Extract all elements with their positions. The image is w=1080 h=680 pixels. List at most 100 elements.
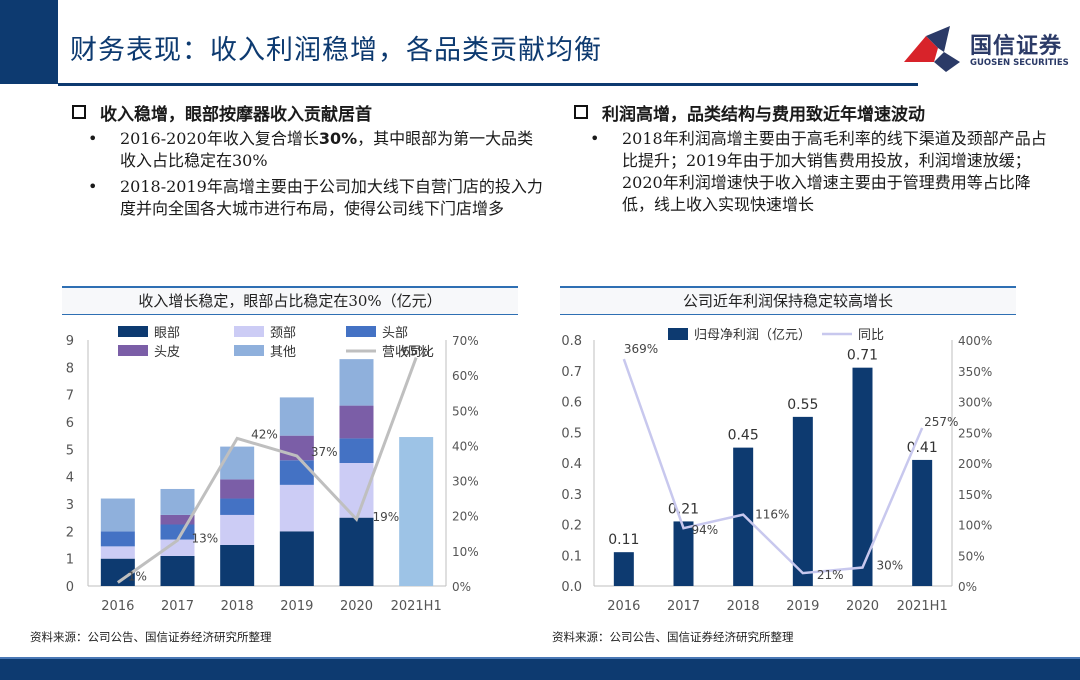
x-tick-label: 2019: [786, 599, 819, 614]
y-tick-label: 3: [66, 498, 74, 513]
header-underline: [58, 83, 918, 86]
right-heading: 利润高增，品类结构与费用致近年增速波动: [570, 98, 1050, 126]
growth-data-label: 257%: [924, 415, 958, 429]
page-header: 财务表现：收入利润稳增，各品类贡献均衡 国信证券 GUOSEN SECURITI…: [0, 0, 1080, 88]
revenue-chart: 0 1 2 3 4 5 6 7 8 9 0% 10% 20% 30% 40% 50% 60% 70% 2016 201…: [66, 326, 479, 614]
bar-segment: [160, 488, 195, 515]
legend-swatch: [118, 326, 148, 337]
bar: [733, 447, 754, 586]
bar-segment: [279, 484, 314, 532]
x-tick-label: 2016: [101, 599, 134, 614]
y-tick-label: 0.8: [561, 334, 582, 349]
y-tick-label: 2: [66, 525, 74, 540]
bar-segment: [339, 438, 374, 463]
y-tick-label: 0: [66, 580, 74, 595]
logo-name: 国信证券: [970, 34, 1063, 59]
y2-tick-label: 30%: [452, 475, 479, 489]
bar-segment: [160, 514, 195, 525]
logo-mark-icon: [904, 26, 960, 72]
bar-segment: [339, 405, 374, 439]
x-tick-label: 2019: [280, 599, 313, 614]
bar-segment: [220, 498, 255, 515]
y-tick-label: 0.0: [561, 580, 582, 595]
y2-tick-label: 50%: [452, 404, 479, 418]
x-tick-label: 2017: [667, 599, 700, 614]
growth-line: [622, 358, 924, 575]
y-tick-label: 0.5: [561, 426, 582, 441]
y2-tick-label: 250%: [958, 426, 992, 440]
bar-segment: [100, 546, 135, 559]
bar-segment: [220, 545, 255, 586]
y2-tick-label: 0%: [452, 580, 471, 594]
y-tick-label: 0.7: [561, 365, 582, 380]
legend-swatch: [234, 326, 264, 337]
y2-tick-label: 300%: [958, 396, 992, 410]
y-tick-label: 0.1: [561, 549, 582, 564]
left-text-section: 收入稳增，眼部按摩器收入贡献居首 • 2016-2020年收入复合增长30%，其…: [68, 98, 548, 224]
right-text-section: 利润高增，品类结构与费用致近年增速波动 • 2018年利润高增主要由于高毛利率的…: [570, 98, 1050, 220]
legend-swatch: [668, 328, 688, 340]
growth-data-label: 21%: [817, 568, 844, 582]
legend-label: 其他: [270, 345, 296, 360]
company-logo: 国信证券 GUOSEN SECURITIES: [900, 22, 1070, 78]
y2-tick-label: 40%: [452, 439, 479, 453]
source-note-left: 资料来源：公司公告、国信证券经济研究所整理: [30, 630, 272, 644]
header-accent-bar: [0, 0, 58, 84]
y2-tick-label: 60%: [452, 369, 479, 383]
growth-data-label: 30%: [877, 559, 904, 573]
y-tick-label: 0.4: [561, 457, 582, 472]
left-heading: 收入稳增，眼部按摩器收入贡献居首: [68, 98, 548, 126]
legend-label: 同比: [858, 328, 884, 343]
bullet-icon: •: [88, 177, 98, 196]
bar-segment: [279, 397, 314, 436]
footer-accent-line: [0, 657, 1080, 659]
y2-tick-label: 200%: [958, 457, 992, 471]
footer-bar: [0, 657, 1080, 680]
left-heading-text: 收入稳增，眼部按摩器收入贡献居首: [100, 104, 372, 125]
y2-tick-label: 350%: [958, 365, 992, 379]
bar: [673, 521, 694, 586]
legend-swatch: [234, 345, 264, 356]
y-tick-label: 1: [66, 553, 74, 568]
y2-tick-label: 400%: [958, 334, 992, 348]
checkbox-square-icon: [72, 105, 86, 119]
list-item: • 2018-2019年高增主要由于公司加大线下自营门店的投入力度并向全国各大城…: [68, 176, 548, 220]
y-tick-label: 7: [66, 389, 74, 404]
legend-label: 颈部: [270, 326, 296, 341]
page-title: 财务表现：收入利润稳增，各品类贡献均衡: [70, 35, 602, 66]
legend-label: 营收同比: [382, 345, 434, 360]
bar-segment: [279, 460, 314, 485]
y2-tick-label: 70%: [452, 334, 479, 348]
bullet-text: 2016-2020年收入复合增长: [120, 129, 319, 148]
growth-data-label: 1%: [128, 569, 147, 583]
chart1-title: 收入增长稳定，眼部占比稳定在30%（亿元）: [62, 286, 518, 315]
y2-tick-label: 0%: [958, 580, 977, 594]
y-tick-label: 6: [66, 416, 74, 431]
bullet-bold-text: 30%: [318, 129, 358, 148]
y2-tick-label: 20%: [452, 510, 479, 524]
bar: [792, 416, 813, 586]
legend-swatch: [118, 345, 148, 356]
growth-data-label: 19%: [373, 510, 400, 524]
y-tick-label: 8: [66, 361, 74, 376]
bar-data-label: 0.55: [787, 397, 818, 413]
bar: [852, 367, 873, 586]
growth-data-label: 42%: [251, 427, 278, 441]
legend-label: 归母净利润（亿元）: [694, 328, 811, 343]
growth-data-label: 37%: [311, 445, 338, 459]
bullet-text: 2018-2019年高增主要由于公司加大线下自营门店的投入力度并向全国各大城市进…: [120, 177, 543, 218]
y-tick-label: 4: [66, 471, 74, 486]
bar-segment: [220, 479, 255, 499]
bar-segment: [100, 498, 135, 532]
x-tick-label: 2020: [340, 599, 373, 614]
right-bullet-list: • 2018年利润高增主要由于高毛利率的线下渠道及颈部产品占比提升；2019年由…: [570, 128, 1050, 216]
checkbox-square-icon: [574, 105, 588, 119]
legend-swatch: [346, 326, 376, 337]
bar-segment: [160, 539, 195, 556]
growth-data-label: 65%: [402, 345, 429, 359]
bar-data-label: 0.21: [668, 501, 699, 517]
x-tick-label: 2020: [846, 599, 879, 614]
right-heading-text: 利润高增，品类结构与费用致近年增速波动: [602, 104, 925, 125]
x-tick-label: 2017: [161, 599, 194, 614]
legend-label: 眼部: [154, 326, 180, 341]
